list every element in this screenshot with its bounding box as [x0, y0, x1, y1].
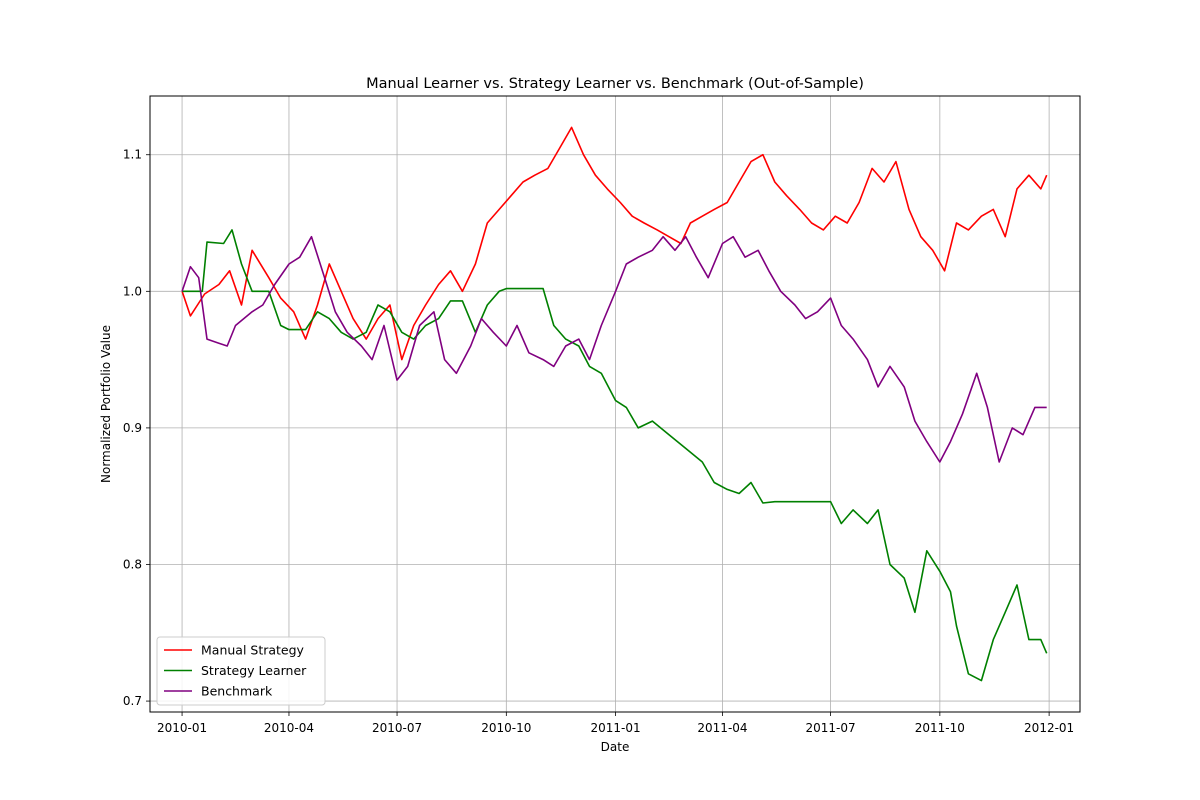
x-tick-label: 2011-01 — [591, 721, 641, 735]
series-line-manual-strategy — [181, 126, 1048, 361]
legend-label-strategy-learner: Strategy Learner — [201, 663, 307, 678]
x-tick-label: 2011-07 — [806, 721, 856, 735]
legend-box — [156, 636, 326, 706]
legend-label-benchmark: Benchmark — [201, 684, 273, 699]
y-tick-label: 1.1 — [123, 148, 142, 162]
series-line-strategy-learner — [182, 229, 1048, 682]
x-tick-label: 2010-01 — [157, 721, 207, 735]
y-tick-label: 1.0 — [123, 284, 142, 298]
x-tick-label: 2010-10 — [481, 721, 531, 735]
legend: Manual Strategy Strategy Learner Benchmark — [156, 636, 326, 706]
plot-frame — [149, 95, 1081, 713]
series-layer — [181, 126, 1048, 682]
x-axis-label: Date — [601, 740, 630, 754]
y-tick-label: 0.8 — [123, 557, 142, 571]
series-line-benchmark — [181, 235, 1047, 463]
x-tick-label: 2010-04 — [264, 721, 314, 735]
chart-title: Manual Learner vs. Strategy Learner vs. … — [366, 76, 864, 92]
x-tick-label: 2010-07 — [372, 721, 422, 735]
y-tick-label: 0.7 — [123, 694, 142, 708]
x-tick-label: 2011-04 — [697, 721, 747, 735]
y-axis-label: Normalized Portfolio Value — [99, 325, 113, 483]
x-tick-label: 2012-01 — [1024, 721, 1074, 735]
y-axis: 0.7 0.8 0.9 1.0 1.1 — [123, 148, 150, 708]
x-axis: 2010-01 2010-04 2010-07 2010-10 2011-01 2011-… — [157, 712, 1074, 735]
x-tick-label: 2011-10 — [915, 721, 965, 735]
legend-label-manual-strategy: Manual Strategy — [201, 643, 305, 658]
y-tick-label: 0.9 — [123, 421, 142, 435]
grid — [150, 96, 1080, 712]
